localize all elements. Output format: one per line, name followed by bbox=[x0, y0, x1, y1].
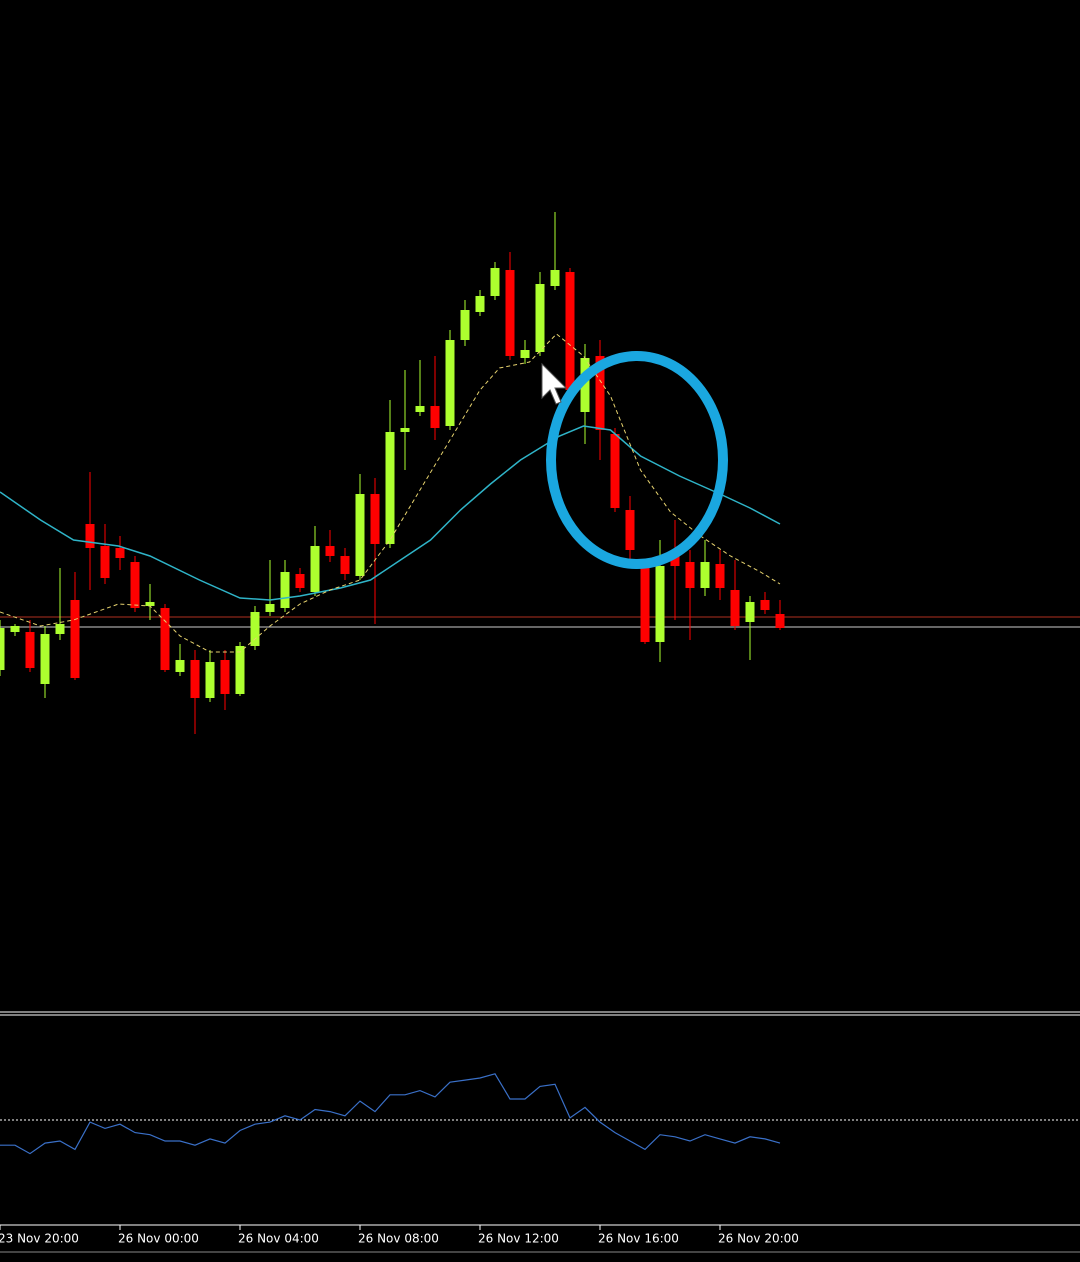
candle-body bbox=[235, 646, 245, 694]
candle-body bbox=[115, 548, 125, 558]
candle-body bbox=[565, 272, 575, 390]
candle-body bbox=[70, 600, 80, 678]
candle-body bbox=[0, 628, 5, 670]
candle-body bbox=[205, 662, 215, 698]
candle-body bbox=[550, 270, 560, 286]
candle-body bbox=[310, 546, 320, 592]
candle-body bbox=[475, 296, 485, 312]
candle-body bbox=[160, 608, 170, 670]
x-tick-label: 26 Nov 12:00 bbox=[478, 1232, 559, 1246]
candle-body bbox=[280, 572, 290, 608]
candle-body bbox=[670, 556, 680, 566]
candle-body bbox=[325, 546, 335, 556]
candle-body bbox=[730, 590, 740, 626]
candle-body bbox=[715, 564, 725, 588]
candle-body bbox=[265, 604, 275, 612]
candle-body bbox=[130, 562, 140, 608]
candle-body bbox=[490, 268, 500, 296]
indicator-line bbox=[0, 1073, 781, 1155]
x-tick-label: 26 Nov 04:00 bbox=[238, 1232, 319, 1246]
candle-body bbox=[385, 432, 395, 544]
candle-body bbox=[55, 624, 65, 634]
candle-body bbox=[760, 600, 770, 610]
moving-average bbox=[0, 425, 781, 601]
candle-body bbox=[400, 428, 410, 432]
candle-body bbox=[415, 406, 425, 412]
highlight-circle bbox=[546, 351, 728, 569]
x-tick-label: 26 Nov 00:00 bbox=[118, 1232, 199, 1246]
candle-body bbox=[745, 602, 755, 622]
candle-body bbox=[445, 340, 455, 426]
candle-body bbox=[640, 566, 650, 642]
candle-body bbox=[595, 356, 605, 430]
candle-body bbox=[370, 494, 380, 544]
candle-body bbox=[295, 574, 305, 588]
candle-body bbox=[340, 556, 350, 574]
candle-body bbox=[775, 614, 785, 628]
candle-body bbox=[580, 358, 590, 412]
candle-body bbox=[685, 562, 695, 588]
x-tick-label: 26 Nov 08:00 bbox=[358, 1232, 439, 1246]
candle-body bbox=[655, 566, 665, 642]
candle-body bbox=[430, 406, 440, 428]
plot: 23 Nov 20:00 26 Nov 00:00 26 Nov 04:00 26 N… bbox=[0, 212, 1080, 1246]
x-tick-label: 26 Nov 20:00 bbox=[718, 1232, 799, 1246]
candle-body bbox=[25, 632, 35, 668]
candle-body bbox=[145, 602, 155, 606]
candle-body bbox=[520, 350, 530, 358]
candle-body bbox=[625, 510, 635, 550]
x-tick-label: 26 Nov 16:00 bbox=[598, 1232, 679, 1246]
x-tick-label: 23 Nov 20:00 bbox=[0, 1232, 79, 1246]
candle-body bbox=[610, 434, 620, 508]
candle-body bbox=[100, 546, 110, 578]
candle-body bbox=[460, 310, 470, 340]
mouse-cursor bbox=[541, 362, 568, 405]
candle-body bbox=[85, 524, 95, 548]
candle-body bbox=[700, 562, 710, 588]
candle-body bbox=[505, 270, 515, 356]
candle-body bbox=[40, 634, 50, 684]
candle-body bbox=[190, 660, 200, 698]
candle-body bbox=[175, 660, 185, 672]
moving-average bbox=[0, 333, 781, 653]
candle-body bbox=[250, 612, 260, 646]
candle-body bbox=[355, 494, 365, 576]
candle-body bbox=[10, 626, 20, 632]
candle-body bbox=[535, 284, 545, 352]
candle-body bbox=[220, 660, 230, 694]
